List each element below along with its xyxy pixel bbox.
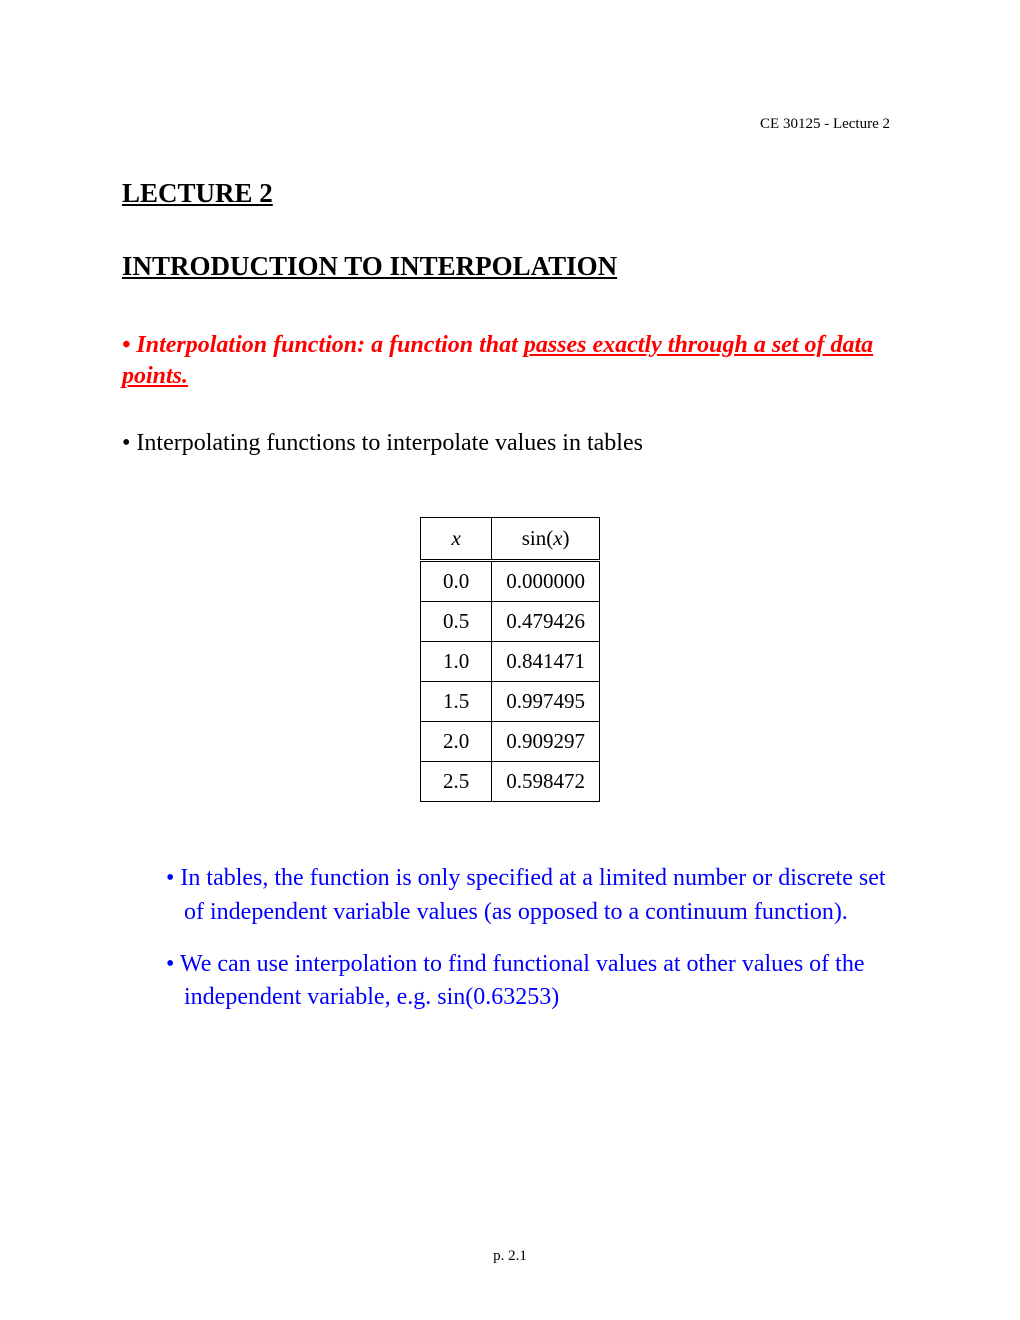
cell-y: 0.841471 xyxy=(492,642,600,682)
usage-bullet: • Interpolating functions to interpolate… xyxy=(122,430,898,457)
table-header-row: x sin(x) xyxy=(421,518,600,561)
col-x-header: x xyxy=(421,518,492,561)
note-item-1: • In tables, the function is only specif… xyxy=(166,862,898,929)
cell-x: 2.5 xyxy=(421,762,492,802)
page-content: LECTURE 2 INTRODUCTION TO INTERPOLATION … xyxy=(0,0,1020,1015)
course-header: CE 30125 - Lecture 2 xyxy=(760,116,890,133)
cell-x: 0.5 xyxy=(421,602,492,642)
table-row: 2.50.598472 xyxy=(421,762,600,802)
table-row: 0.00.000000 xyxy=(421,561,600,602)
table-row: 1.00.841471 xyxy=(421,642,600,682)
note-item-2: • We can use interpolation to find funct… xyxy=(166,948,898,1015)
table-row: 2.00.909297 xyxy=(421,722,600,762)
section-title: INTRODUCTION TO INTERPOLATION xyxy=(122,251,898,282)
table-row: 1.50.997495 xyxy=(421,682,600,722)
cell-y: 0.997495 xyxy=(492,682,600,722)
cell-x: 1.0 xyxy=(421,642,492,682)
sin-table: x sin(x) 0.00.000000 0.50.479426 1.00.84… xyxy=(420,517,600,802)
cell-x: 1.5 xyxy=(421,682,492,722)
cell-y: 0.479426 xyxy=(492,602,600,642)
page-number: p. 2.1 xyxy=(0,1248,1020,1265)
col-y-header: sin(x) xyxy=(492,518,600,561)
cell-y: 0.909297 xyxy=(492,722,600,762)
cell-x: 2.0 xyxy=(421,722,492,762)
lecture-title: LECTURE 2 xyxy=(122,178,898,209)
cell-x: 0.0 xyxy=(421,561,492,602)
cell-y: 0.598472 xyxy=(492,762,600,802)
notes-list: • In tables, the function is only specif… xyxy=(122,862,898,1014)
cell-y: 0.000000 xyxy=(492,561,600,602)
definition-prefix: • Interpolation function: a function tha… xyxy=(122,332,524,358)
table-container: x sin(x) 0.00.000000 0.50.479426 1.00.84… xyxy=(122,517,898,802)
definition-bullet: • Interpolation function: a function tha… xyxy=(122,330,898,392)
table-body: 0.00.000000 0.50.479426 1.00.841471 1.50… xyxy=(421,561,600,802)
table-row: 0.50.479426 xyxy=(421,602,600,642)
